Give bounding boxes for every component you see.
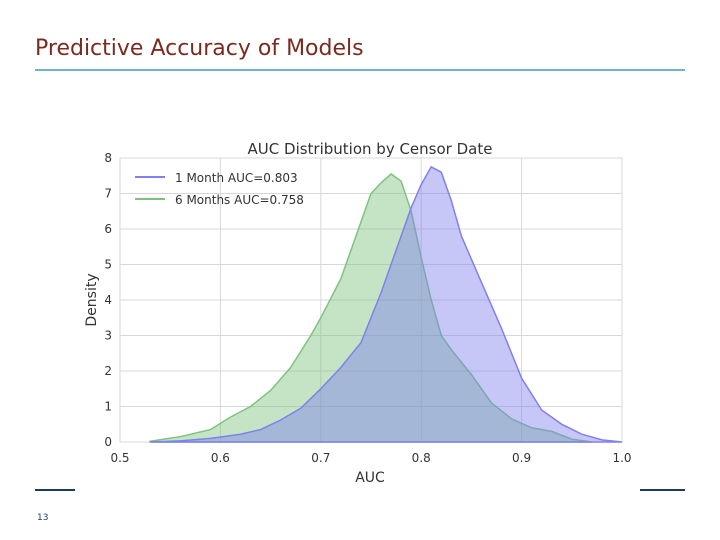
footer-rule-left xyxy=(35,489,75,491)
y-tick-label: 6 xyxy=(104,222,112,236)
legend-label-series-2: 6 Months AUC=0.758 xyxy=(175,193,304,207)
slide-title: Predictive Accuracy of Models xyxy=(35,36,364,61)
x-tick-label: 0.7 xyxy=(311,451,330,465)
axis-layer: 0.5 0.6 0.7 0.8 0.9 1.0 0 1 2 3 4 5 6 7 8 xyxy=(104,151,631,465)
chart-title: AUC Distribution by Censor Date xyxy=(248,140,493,158)
page-number: 13 xyxy=(37,513,49,523)
density-area-series-1 xyxy=(150,165,623,443)
y-tick-label: 1 xyxy=(104,400,112,414)
auc-density-chart: 0.5 0.6 0.7 0.8 0.9 1.0 0 1 2 3 4 5 6 7 8 AUC Distribu… xyxy=(70,130,650,490)
x-tick-label: 1.0 xyxy=(612,451,631,465)
title-divider xyxy=(35,69,685,71)
x-tick-label: 0.6 xyxy=(211,451,230,465)
legend-label-series-1: 1 Month AUC=0.803 xyxy=(175,171,298,185)
x-tick-label: 0.5 xyxy=(110,451,129,465)
density-area-series-2 xyxy=(149,173,593,443)
x-axis-label: AUC xyxy=(355,470,385,486)
area-layer xyxy=(149,165,623,443)
x-tick-label: 0.8 xyxy=(412,451,431,465)
footer-rule-right xyxy=(640,489,685,491)
y-tick-label: 7 xyxy=(104,187,112,201)
y-tick-label: 3 xyxy=(104,329,112,343)
y-tick-label: 4 xyxy=(104,293,112,307)
y-tick-label: 2 xyxy=(104,364,112,378)
x-tick-label: 0.9 xyxy=(512,451,531,465)
chart-svg: 0.5 0.6 0.7 0.8 0.9 1.0 0 1 2 3 4 5 6 7 8 AUC Distribu… xyxy=(84,140,632,486)
y-tick-label: 5 xyxy=(104,258,112,272)
y-tick-label: 0 xyxy=(104,435,112,449)
y-axis-label: Density xyxy=(84,273,100,326)
legend: 1 Month AUC=0.803 6 Months AUC=0.758 xyxy=(135,171,304,207)
y-tick-label: 8 xyxy=(104,151,112,165)
